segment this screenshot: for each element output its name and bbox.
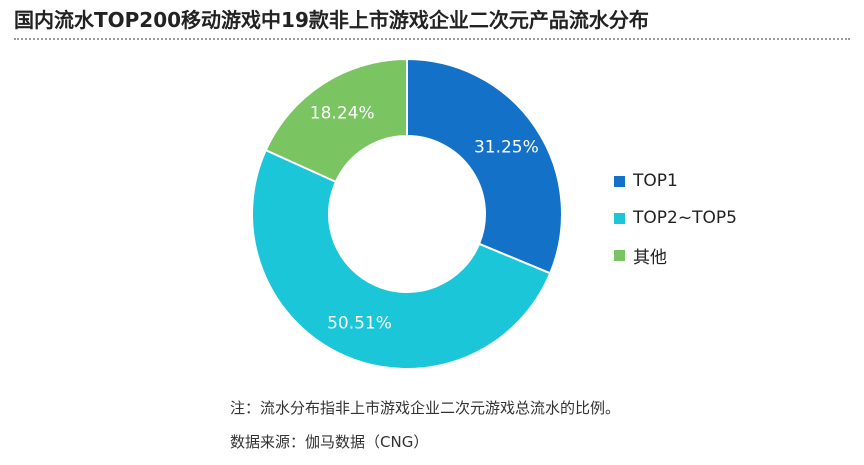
legend-label-top2-top5: TOP2~TOP5: [633, 208, 737, 228]
donut-slice-1: [251, 148, 552, 371]
legend-item-top1: TOP1: [614, 170, 737, 192]
donut-label-1: 50.51%: [327, 314, 392, 334]
legend-swatch-top1: [614, 175, 625, 187]
donut-label-0: 31.25%: [474, 138, 539, 158]
legend-label-top1: TOP1: [633, 171, 678, 191]
legend-swatch-other: [614, 249, 625, 261]
legend-item-top2-top5: TOP2~TOP5: [614, 207, 737, 229]
data-source: 数据来源：伽马数据（CNG）: [230, 433, 429, 451]
title-divider: [14, 38, 850, 40]
legend-label-other: 其他: [633, 247, 667, 268]
legend-item-other: 其他: [614, 244, 737, 268]
donut-label-2: 18.24%: [310, 104, 375, 124]
donut-slice-2: [264, 57, 408, 184]
footnote: 注：流水分布指非上市游戏企业二次元游戏总流水的比例。: [230, 399, 621, 417]
chart-title: 国内流水TOP200移动游戏中19款非上市游戏企业二次元产品流水分布: [14, 8, 649, 32]
chart-legend: TOP1 TOP2~TOP5 其他: [614, 170, 737, 281]
donut-slice-0: [406, 57, 563, 275]
legend-swatch-top2-top5: [614, 212, 625, 224]
